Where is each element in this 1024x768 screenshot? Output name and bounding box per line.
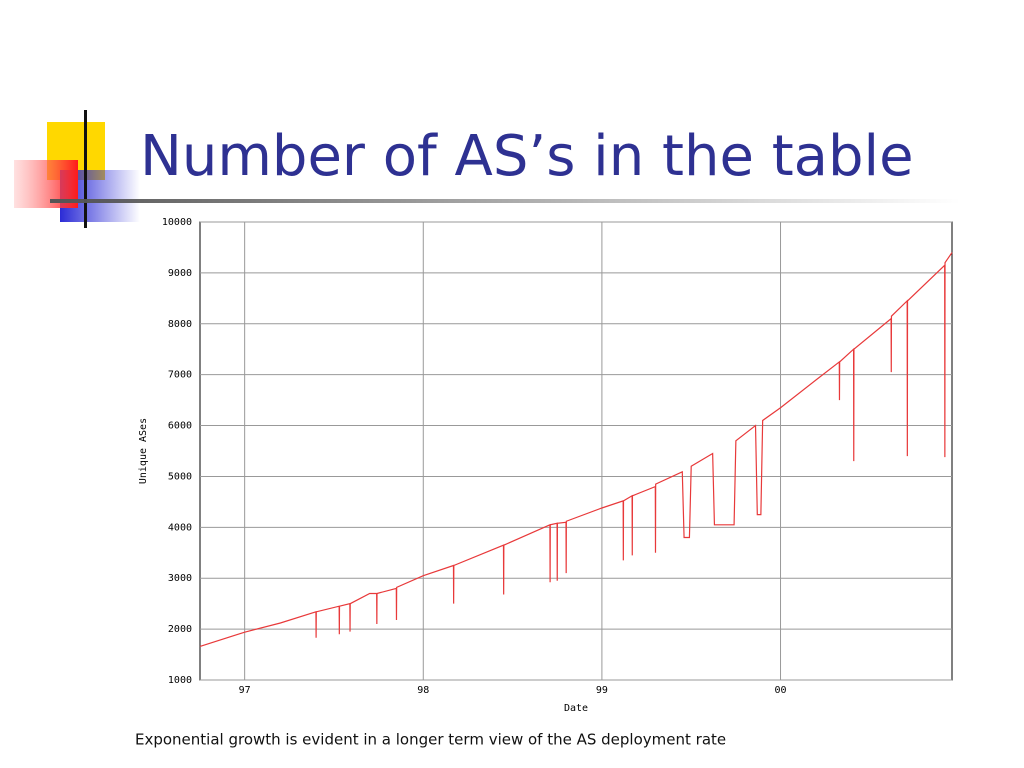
y-axis-label: Unique ASes: [138, 418, 149, 484]
title-rule: [50, 199, 960, 203]
y-tick-label: 5000: [168, 471, 192, 482]
y-tick-label: 7000: [168, 370, 192, 381]
y-tick-label: 9000: [168, 268, 192, 279]
y-tick-label: 3000: [168, 573, 192, 584]
x-tick-label: 00: [774, 685, 786, 696]
x-axis-label: Date: [564, 703, 588, 714]
deco-vline: [84, 110, 87, 228]
y-tick-label: 4000: [168, 522, 192, 533]
caption: Exponential growth is evident in a longe…: [135, 731, 726, 749]
y-tick-label: 10000: [162, 217, 192, 228]
x-tick-label: 99: [596, 685, 608, 696]
y-tick-label: 1000: [168, 675, 192, 686]
slide-title: Number of AS’s in the table: [140, 124, 914, 189]
x-tick-label: 97: [239, 685, 251, 696]
plot-frame: [199, 221, 953, 681]
y-tick-label: 6000: [168, 421, 192, 432]
y-tick-label: 8000: [168, 319, 192, 330]
y-tick-label: 2000: [168, 624, 192, 635]
x-tick-label: 98: [417, 685, 429, 696]
data-line: [199, 252, 953, 647]
